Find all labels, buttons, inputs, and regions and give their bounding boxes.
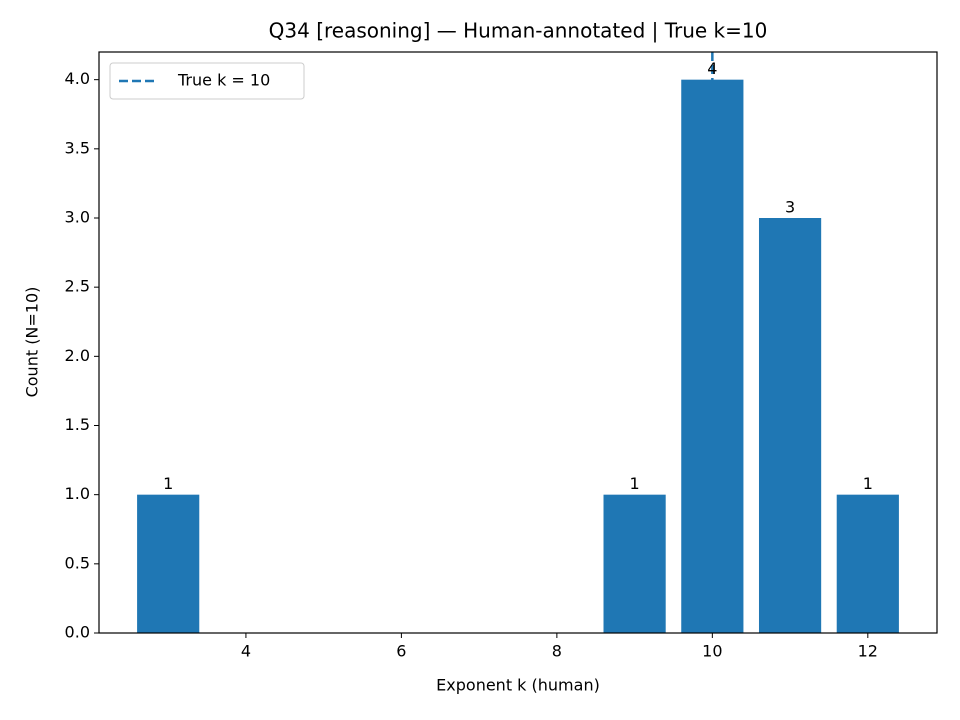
data-label: 1 (863, 474, 873, 493)
y-tick-label: 1.0 (65, 484, 90, 503)
data-label: 1 (630, 474, 640, 493)
y-tick-label: 0.0 (65, 623, 90, 642)
legend-box (109, 62, 305, 100)
y-tick-label: 2.0 (65, 346, 90, 365)
bar (758, 218, 822, 633)
data-label: 3 (785, 198, 795, 217)
x-tick-label: 8 (552, 642, 562, 661)
bar (681, 79, 744, 633)
x-tick-label: 4 (241, 642, 251, 661)
x-tick-label: 6 (396, 642, 406, 661)
chart-title: Q34 [reasoning] — Human-annotated | True… (269, 19, 768, 43)
bar (603, 494, 666, 633)
y-tick-label: 0.5 (65, 553, 90, 572)
y-tick-label: 2.5 (65, 277, 90, 296)
y-tick-label: 3.5 (65, 138, 90, 157)
data-label: 4 (707, 59, 717, 78)
y-tick-label: 3.0 (65, 208, 90, 227)
legend-label: True k = 10 (177, 71, 270, 90)
bar (836, 494, 899, 633)
y-tick-label: 4.0 (65, 69, 90, 88)
plot-frame (98, 51, 938, 634)
data-label: 1 (163, 474, 173, 493)
x-tick-label: 12 (858, 642, 878, 661)
x-axis-label: Exponent k (human) (436, 676, 600, 695)
y-tick-label: 1.5 (65, 415, 90, 434)
y-axis-label: Count (N=10) (23, 287, 42, 398)
x-tick-label: 10 (702, 642, 722, 661)
bar (137, 494, 200, 633)
